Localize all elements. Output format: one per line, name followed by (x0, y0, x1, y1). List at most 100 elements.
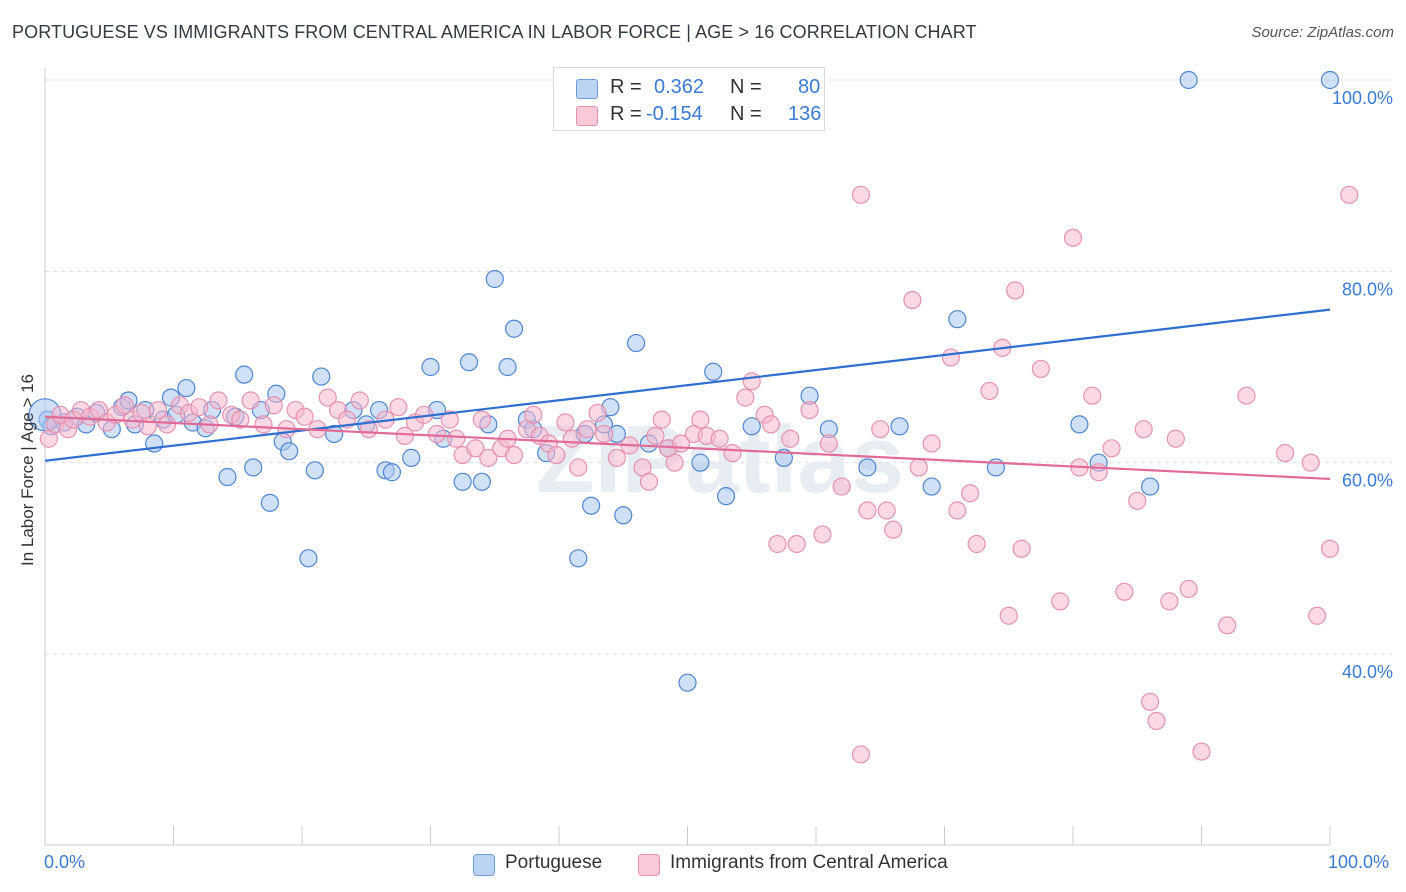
portuguese-swatch (473, 854, 495, 876)
immigrants-point (190, 398, 209, 417)
immigrants-point (594, 424, 614, 444)
portuguese-swatch (576, 79, 598, 99)
immigrants-point (980, 381, 999, 401)
immigrants-point (1128, 491, 1147, 511)
immigrants-point (736, 388, 755, 407)
immigrants-point (999, 606, 1018, 625)
immigrants-point (851, 185, 871, 204)
immigrants-point (909, 458, 928, 477)
portuguese-point (235, 365, 254, 384)
portuguese-point (614, 506, 633, 525)
immigrants-point (588, 403, 607, 423)
immigrants-points (39, 185, 1359, 764)
immigrants-point (524, 405, 543, 424)
immigrants-point (209, 391, 228, 410)
immigrants-point (350, 391, 369, 410)
immigrants-point (569, 458, 588, 477)
immigrants-point (1308, 606, 1327, 625)
portuguese-point (716, 487, 736, 506)
portuguese-point (582, 496, 601, 515)
immigrants-point (1115, 582, 1134, 601)
immigrants-point (1012, 539, 1031, 558)
immigrants-point (504, 445, 524, 465)
immigrants-point (768, 534, 787, 554)
portuguese-point (858, 458, 877, 477)
portuguese-point (504, 319, 524, 338)
x-tick-min: 0.0% (44, 852, 86, 872)
portuguese-point (678, 673, 697, 692)
portuguese-point (312, 367, 331, 386)
immigrants-point (578, 420, 597, 439)
n-label: N = (730, 103, 762, 125)
immigrants-point (967, 534, 986, 554)
y-tick-label: 60.0% (1342, 471, 1393, 491)
portuguese-point (485, 269, 504, 289)
trend-lines (44, 308, 1331, 481)
immigrants-point (665, 453, 684, 472)
portuguese-point (453, 472, 472, 491)
immigrants-point (254, 415, 273, 434)
immigrants-point (781, 429, 800, 448)
portuguese-point (569, 549, 588, 568)
immigrants-point (466, 439, 485, 458)
immigrants-point (479, 448, 498, 467)
immigrants-point (1301, 453, 1320, 472)
y-tick-label: 40.0% (1342, 662, 1393, 682)
immigrants-point (440, 410, 459, 429)
portuguese-point (459, 353, 479, 372)
portuguese-point (1140, 477, 1160, 496)
portuguese-point (704, 362, 723, 381)
portuguese-point (260, 493, 279, 512)
immigrants-point (1006, 281, 1025, 300)
immigrants-point (148, 400, 168, 420)
immigrants-point (241, 391, 260, 410)
immigrants-swatch (638, 854, 660, 876)
immigrants-point (231, 410, 250, 429)
portuguese-point (498, 357, 517, 377)
portuguese-point (742, 417, 761, 436)
immigrants-point (318, 388, 337, 407)
immigrants-point (710, 429, 729, 448)
portuguese-point (177, 378, 196, 398)
portuguese-point (421, 357, 440, 377)
immigrants-trend-line (44, 415, 1331, 481)
portuguese-point (280, 442, 299, 461)
portuguese-point (626, 333, 646, 353)
immigrants-point (646, 426, 665, 445)
x-tick-max: 100.0% (1328, 852, 1390, 872)
immigrants-point (742, 372, 761, 391)
immigrants-point (1083, 386, 1102, 405)
immigrants-point (607, 448, 626, 467)
r-label: R = (610, 76, 642, 98)
portuguese-point (402, 448, 421, 467)
immigrants-point (787, 534, 806, 554)
immigrants-point (1166, 429, 1185, 448)
immigrants-point (1237, 386, 1256, 405)
immigrants-point (922, 434, 941, 453)
immigrants-point (652, 410, 671, 429)
immigrants-point (389, 398, 408, 417)
immigrants-point (427, 424, 447, 444)
immigrants-point (1160, 592, 1179, 611)
y-tick-label: 100.0% (1332, 88, 1393, 108)
gridlines (45, 79, 1392, 655)
immigrants-point (851, 745, 871, 764)
immigrants-point (1192, 742, 1211, 761)
immigrants-point (562, 429, 581, 448)
portuguese-point (948, 310, 967, 329)
immigrants-point (819, 434, 838, 453)
immigrants-point (1134, 420, 1153, 439)
immigrants-point (395, 426, 414, 445)
immigrants-point (941, 348, 961, 367)
immigrants-point (547, 445, 566, 465)
source-credit: Source: ZipAtlas.com (1251, 24, 1394, 41)
y-axis-title: In Labor Force | Age > 16 (18, 373, 37, 566)
immigrants-point (1218, 616, 1237, 635)
immigrants-point (800, 400, 819, 420)
immigrants-point (761, 415, 781, 434)
portuguese-point (382, 463, 402, 482)
immigrants-point (903, 290, 922, 310)
portuguese-points (28, 70, 1340, 692)
immigrants-point (832, 477, 851, 496)
legend-label-immigrants: Immigrants from Central America (670, 852, 948, 873)
